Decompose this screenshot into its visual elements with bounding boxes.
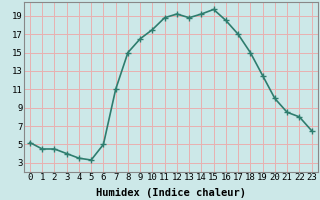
X-axis label: Humidex (Indice chaleur): Humidex (Indice chaleur) <box>96 188 246 198</box>
